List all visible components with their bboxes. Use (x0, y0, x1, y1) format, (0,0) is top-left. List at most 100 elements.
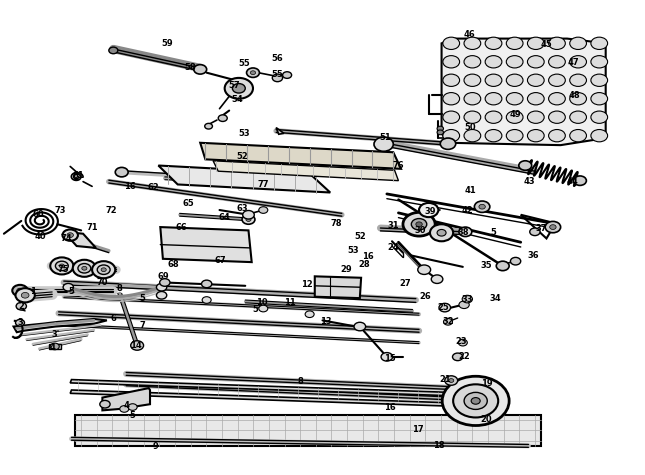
Circle shape (528, 56, 544, 68)
Circle shape (506, 93, 523, 105)
Text: 30: 30 (415, 226, 426, 235)
Text: 44: 44 (566, 177, 578, 186)
Circle shape (528, 130, 544, 142)
Text: 55: 55 (238, 59, 250, 68)
Circle shape (50, 257, 74, 275)
Circle shape (479, 204, 485, 209)
Text: 64: 64 (219, 213, 230, 222)
Circle shape (591, 93, 608, 105)
Text: 12: 12 (301, 280, 312, 289)
Circle shape (12, 285, 28, 296)
Circle shape (443, 74, 460, 86)
Text: 5: 5 (490, 228, 496, 238)
Text: 16: 16 (124, 182, 135, 191)
Text: 11: 11 (284, 298, 296, 307)
Circle shape (485, 56, 502, 68)
Text: 58: 58 (184, 64, 196, 73)
Circle shape (510, 257, 521, 265)
Circle shape (157, 292, 167, 299)
Text: 5: 5 (252, 305, 258, 314)
Circle shape (485, 111, 502, 124)
Text: 72: 72 (106, 206, 117, 215)
Circle shape (519, 161, 531, 170)
Text: 5: 5 (139, 294, 145, 303)
Circle shape (430, 224, 453, 241)
Circle shape (97, 265, 110, 275)
Circle shape (464, 392, 487, 409)
Text: 3': 3' (51, 330, 59, 339)
Polygon shape (159, 165, 330, 192)
Circle shape (272, 74, 283, 82)
Circle shape (464, 111, 481, 124)
Circle shape (120, 406, 129, 412)
Circle shape (506, 56, 523, 68)
Text: 52: 52 (354, 232, 366, 241)
Text: 21: 21 (439, 375, 451, 384)
Text: 39: 39 (425, 207, 437, 216)
Circle shape (67, 233, 74, 238)
Text: 49: 49 (510, 110, 521, 119)
Circle shape (115, 167, 128, 177)
Circle shape (485, 130, 502, 142)
Circle shape (354, 322, 366, 331)
Circle shape (445, 376, 458, 385)
Circle shape (528, 111, 544, 124)
Circle shape (283, 72, 292, 78)
Circle shape (128, 404, 137, 410)
Circle shape (549, 111, 565, 124)
Circle shape (442, 376, 509, 426)
Circle shape (474, 201, 490, 212)
Circle shape (439, 304, 451, 312)
Circle shape (259, 207, 268, 213)
Polygon shape (442, 38, 606, 145)
Circle shape (464, 74, 481, 86)
Circle shape (591, 56, 608, 68)
Text: 40: 40 (35, 232, 46, 241)
Text: 6: 6 (110, 314, 116, 323)
Text: 1: 1 (30, 287, 36, 296)
Text: 61: 61 (72, 171, 84, 180)
Circle shape (570, 74, 586, 86)
Text: 73: 73 (54, 206, 66, 215)
Circle shape (82, 266, 87, 270)
Circle shape (464, 56, 481, 68)
Circle shape (591, 111, 608, 124)
Text: 34: 34 (489, 294, 501, 303)
Circle shape (459, 339, 468, 346)
Text: 50: 50 (464, 123, 477, 132)
Circle shape (550, 225, 556, 229)
Text: 2: 2 (18, 302, 25, 311)
Text: 28: 28 (359, 260, 370, 269)
Circle shape (496, 261, 509, 271)
Polygon shape (75, 415, 541, 446)
Text: 41: 41 (464, 186, 477, 195)
Circle shape (549, 56, 565, 68)
Circle shape (528, 74, 544, 86)
Circle shape (570, 111, 586, 124)
Circle shape (419, 203, 439, 217)
Circle shape (73, 260, 96, 277)
Circle shape (453, 353, 463, 361)
Circle shape (437, 126, 444, 131)
Text: 37: 37 (535, 224, 547, 233)
Text: 62: 62 (148, 183, 160, 192)
Circle shape (194, 65, 206, 74)
Text: 10: 10 (255, 298, 267, 307)
Text: 9: 9 (152, 442, 158, 451)
Text: 19: 19 (481, 379, 492, 388)
Text: 25: 25 (437, 303, 450, 312)
Circle shape (21, 293, 29, 298)
Text: 56: 56 (272, 54, 283, 63)
Text: 53: 53 (348, 246, 359, 255)
Text: 75: 75 (58, 265, 70, 274)
Polygon shape (276, 128, 284, 134)
Text: 52: 52 (236, 152, 248, 162)
Circle shape (443, 37, 460, 49)
Circle shape (15, 319, 25, 326)
Circle shape (444, 319, 453, 325)
Text: 71: 71 (86, 223, 98, 232)
Circle shape (59, 264, 64, 268)
Circle shape (416, 222, 422, 227)
Circle shape (437, 130, 444, 135)
Text: 8: 8 (117, 284, 123, 293)
